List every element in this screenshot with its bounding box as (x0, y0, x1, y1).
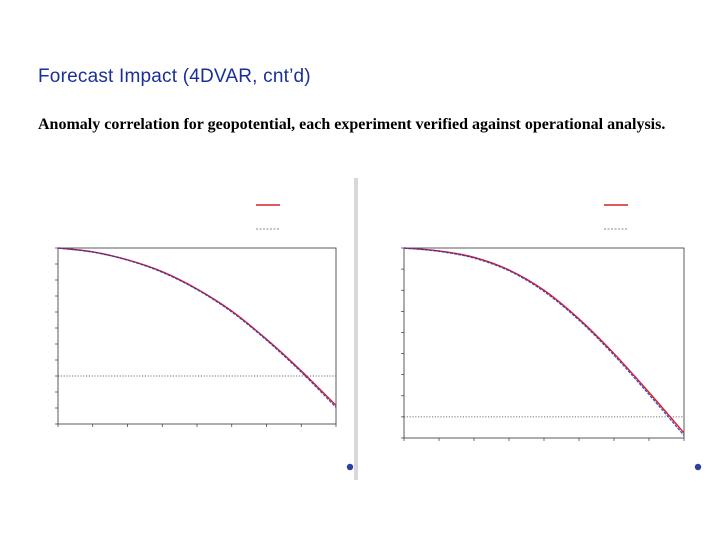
plot-frame (403, 247, 685, 439)
slide-description: Anomaly correlation for geopotential, ea… (38, 116, 666, 133)
panel-divider (354, 178, 358, 480)
chart-panel-sh-1000 (12, 178, 358, 480)
series-line-ctl (403, 247, 685, 436)
corner-logo-icon (694, 463, 702, 471)
series-line-modis (403, 247, 685, 434)
corner-logo-icon (346, 463, 354, 471)
chart-sh-500hpa (401, 204, 702, 471)
series-line-modis (57, 247, 337, 406)
series-line-ctl (57, 247, 337, 408)
chart-panel-sh-500 (358, 178, 710, 480)
chart-sh-1000hpa (55, 204, 354, 471)
plot-frame (57, 247, 337, 425)
slide-title: Forecast Impact (4DVAR, cnt’d) (38, 66, 311, 87)
